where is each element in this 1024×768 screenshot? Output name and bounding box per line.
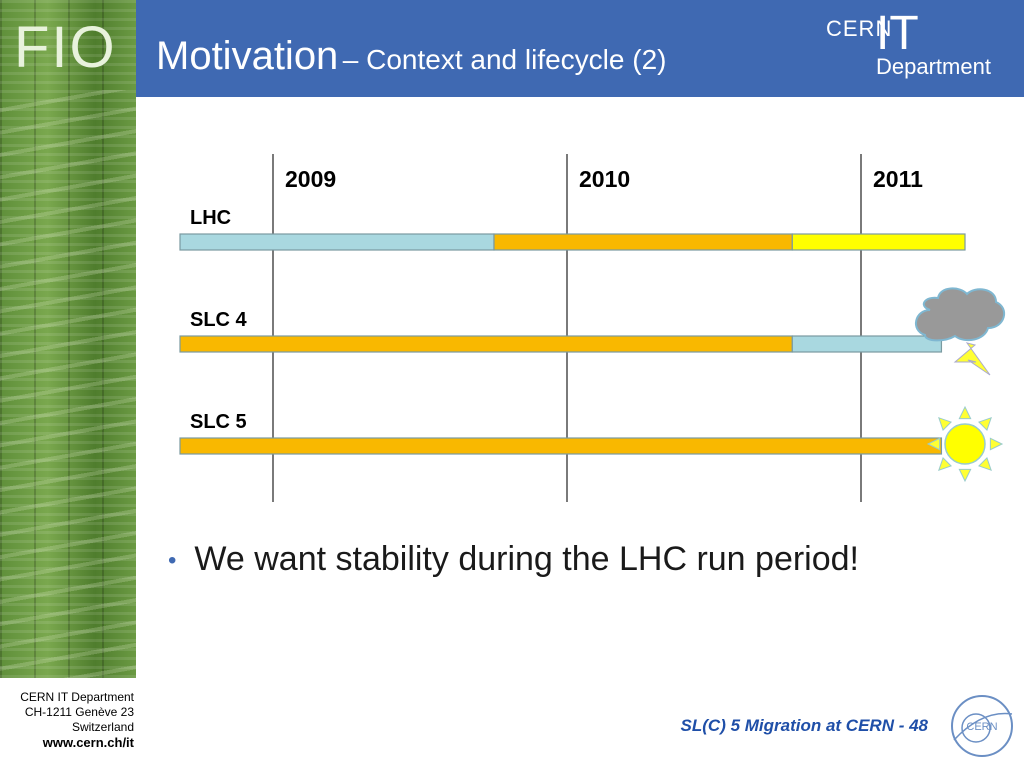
brand-cern-text: CERN xyxy=(826,16,893,41)
bullet-item: • We want stability during the LHC run pe… xyxy=(168,540,859,579)
row-label: SLC 4 xyxy=(190,309,248,331)
timeline-row: SLC 4 xyxy=(179,309,943,353)
footer-website: www.cern.ch/it xyxy=(42,735,134,750)
year-label: 2011 xyxy=(873,166,923,192)
address-line-3: Switzerland xyxy=(71,720,134,734)
timeline-chart: 2009 2010 2011 LHC SLC 4 SLC 5 xyxy=(179,154,1006,502)
sidebar-rack-texture xyxy=(0,90,136,678)
sidebar-image: FIO xyxy=(0,0,136,678)
row-label: LHC xyxy=(190,207,231,229)
timeline-bar-segment xyxy=(791,335,943,353)
timeline-bar-segment xyxy=(179,335,793,353)
footer-address: CERN IT Department CH-1211 Genève 23 Swi… xyxy=(0,690,134,750)
cern-logo-text: CERN xyxy=(966,721,997,733)
slide-title-sub: – Context and lifecycle (2) xyxy=(342,44,667,75)
brand-department-text: Department xyxy=(876,54,991,79)
timeline-bar-segment xyxy=(493,233,793,251)
storm-cloud-icon xyxy=(915,287,1006,376)
timeline-bar-segment xyxy=(791,233,966,251)
slide-title: Motivation – Context and lifecycle (2) xyxy=(156,34,666,79)
timeline-row: SLC 5 xyxy=(179,411,943,455)
slide-title-main: Motivation xyxy=(156,34,339,78)
cern-logo-icon: CERN xyxy=(951,695,1013,757)
sun-icon xyxy=(926,405,1004,483)
row-label: SLC 5 xyxy=(190,411,247,433)
bullet-text: We want stability during the LHC run per… xyxy=(194,540,859,578)
cern-it-department-logo: CERN IT Department xyxy=(816,7,1016,84)
timeline-bar-segment xyxy=(179,437,943,455)
year-label: 2010 xyxy=(579,166,630,192)
brand-it-text: IT xyxy=(876,7,919,60)
timeline-bar-segment xyxy=(179,233,495,251)
address-line-1: CERN IT Department xyxy=(20,690,134,704)
year-label: 2009 xyxy=(285,166,336,192)
fio-logo: FIO xyxy=(14,15,117,80)
address-line-2: CH-1211 Genève 23 xyxy=(24,705,134,719)
slide-footer-label: SL(C) 5 Migration at CERN - 48 xyxy=(680,716,928,735)
bullet-icon: • xyxy=(168,547,177,575)
timeline-row: LHC xyxy=(179,207,966,251)
slide-header: Motivation – Context and lifecycle (2) C… xyxy=(136,0,1024,97)
